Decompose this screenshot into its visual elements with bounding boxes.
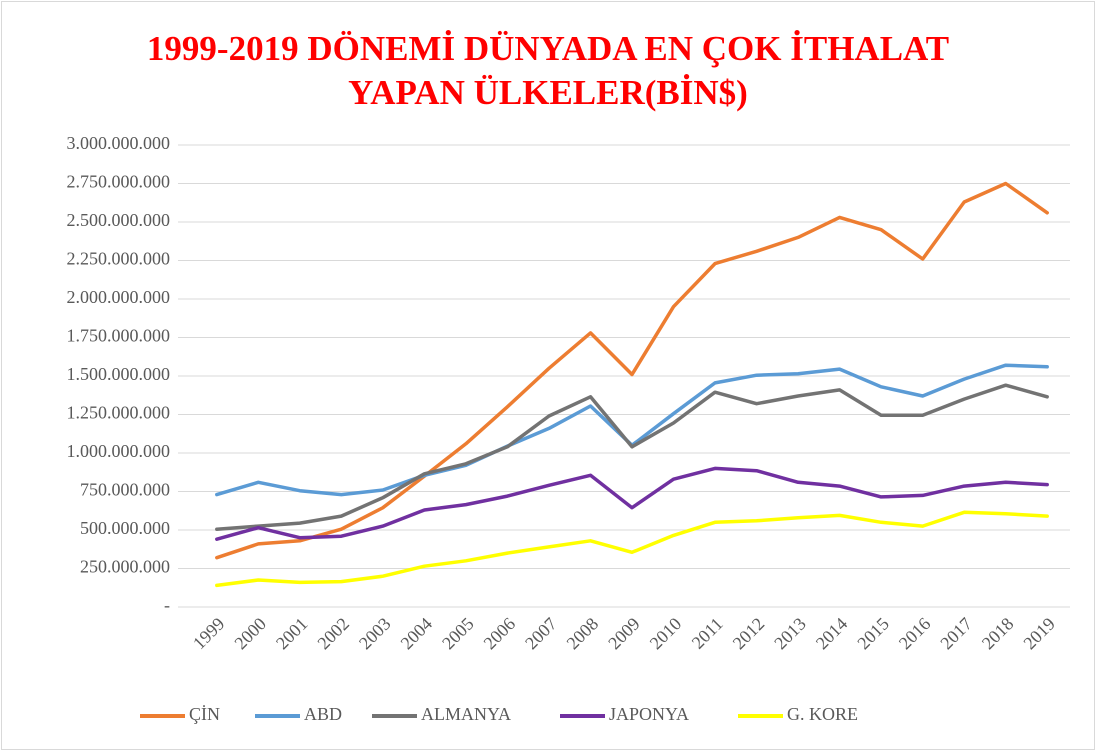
y-tick-label: 2.750.000.000: [67, 172, 171, 192]
y-tick-label: 2.000.000.000: [67, 287, 171, 307]
series-line: [215, 466, 1049, 541]
legend-label: G. KORE: [787, 704, 858, 724]
y-tick-label: 3.000.000.000: [67, 133, 171, 153]
chart-subtitle: YAPAN ÜLKELER(BİN$): [348, 73, 748, 112]
y-tick-label: 2.250.000.000: [67, 249, 171, 269]
y-tick-label: 1.500.000.000: [67, 364, 171, 384]
series-line: [215, 510, 1049, 588]
y-tick-label: -: [164, 595, 170, 615]
y-tick-label: 500.000.000: [80, 518, 170, 538]
legend-label: JAPONYA: [609, 704, 689, 724]
legend-label: ÇİN: [189, 704, 220, 724]
chart-title: 1999-2019 DÖNEMİ DÜNYADA EN ÇOK İTHALAT: [147, 29, 949, 68]
y-tick-label: 750.000.000: [80, 480, 170, 500]
series-line: [215, 383, 1049, 531]
y-tick-label: 2.500.000.000: [67, 210, 171, 230]
y-tick-label: 1.250.000.000: [67, 403, 171, 423]
legend-label: ABD: [304, 704, 342, 724]
series-line: [215, 181, 1049, 560]
y-tick-label: 1.750.000.000: [67, 326, 171, 346]
legend-label: ALMANYA: [421, 704, 511, 724]
y-tick-label: 250.000.000: [80, 557, 170, 577]
y-tick-label: 1.000.000.000: [67, 441, 171, 461]
